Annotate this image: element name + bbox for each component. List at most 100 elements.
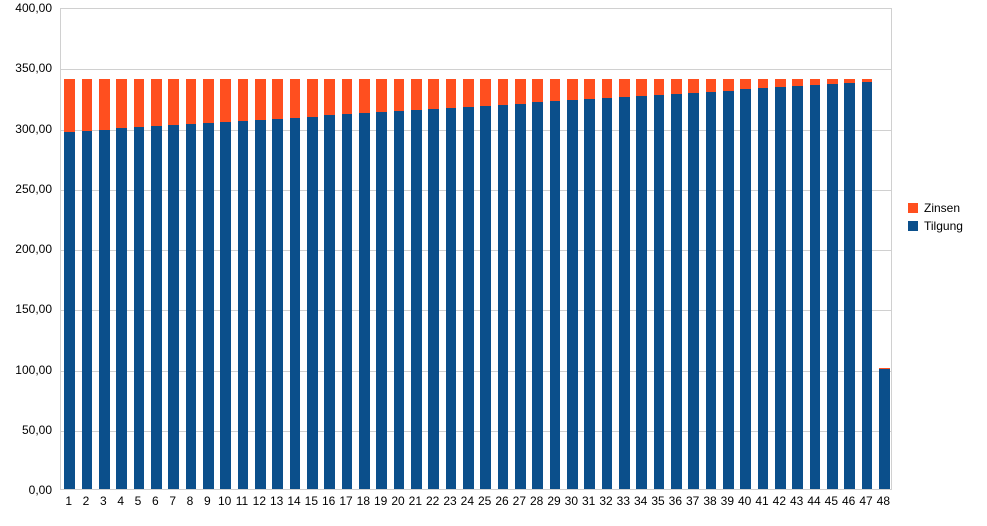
bar-segment-zinsen — [359, 79, 370, 114]
x-tick-label: 4 — [117, 494, 124, 508]
bar-segment-tilgung — [255, 120, 266, 489]
x-tick-label: 12 — [253, 494, 266, 508]
bar-segment-zinsen — [82, 79, 93, 131]
bar-segment-zinsen — [480, 79, 491, 106]
bar-segment-zinsen — [567, 79, 578, 101]
bar-segment-tilgung — [671, 94, 682, 489]
x-tick-label: 22 — [426, 494, 439, 508]
bar-segment-zinsen — [186, 79, 197, 124]
bar-segment-zinsen — [99, 79, 110, 130]
x-tick-label: 48 — [877, 494, 890, 508]
bar-segment-zinsen — [758, 79, 769, 89]
x-tick-label: 26 — [495, 494, 508, 508]
bar-segment-tilgung — [411, 110, 422, 489]
x-tick-label: 20 — [391, 494, 404, 508]
bar-segment-zinsen — [394, 79, 405, 111]
legend-swatch-icon — [908, 221, 918, 231]
bar-segment-tilgung — [654, 95, 665, 489]
x-tick-label: 42 — [773, 494, 786, 508]
x-tick-label: 10 — [218, 494, 231, 508]
x-tick-label: 38 — [703, 494, 716, 508]
x-tick-label: 39 — [721, 494, 734, 508]
bar-segment-zinsen — [463, 79, 474, 107]
y-tick-label: 0,00 — [0, 483, 52, 497]
x-tick-label: 47 — [859, 494, 872, 508]
x-tick-label: 40 — [738, 494, 751, 508]
bar-segment-zinsen — [792, 79, 803, 86]
x-tick-label: 7 — [169, 494, 176, 508]
x-tick-label: 18 — [357, 494, 370, 508]
bar-segment-zinsen — [446, 79, 457, 108]
y-tick-label: 350,00 — [0, 61, 52, 75]
bar-segment-tilgung — [775, 87, 786, 489]
bar-segment-zinsen — [411, 79, 422, 110]
y-tick-label: 150,00 — [0, 302, 52, 316]
bar-segment-zinsen — [654, 79, 665, 95]
x-tick-label: 27 — [513, 494, 526, 508]
bar-segment-zinsen — [619, 79, 630, 97]
x-tick-label: 13 — [270, 494, 283, 508]
bar-segment-zinsen — [844, 79, 855, 83]
bar-segment-tilgung — [480, 106, 491, 489]
x-tick-label: 45 — [825, 494, 838, 508]
bar-segment-zinsen — [498, 79, 509, 105]
y-tick-label: 250,00 — [0, 182, 52, 196]
x-tick-label: 14 — [287, 494, 300, 508]
x-tick-label: 21 — [409, 494, 422, 508]
bar-segment-zinsen — [532, 79, 543, 103]
bar-segment-zinsen — [671, 79, 682, 94]
bar-segment-zinsen — [168, 79, 179, 126]
bar-segment-tilgung — [636, 96, 647, 489]
x-tick-label: 8 — [187, 494, 194, 508]
bar-segment-tilgung — [844, 83, 855, 489]
bar-segment-tilgung — [359, 113, 370, 489]
bar-segment-tilgung — [723, 91, 734, 489]
x-tick-label: 19 — [374, 494, 387, 508]
bar-segment-tilgung — [186, 124, 197, 489]
bar-segment-tilgung — [342, 114, 353, 489]
bar-segment-tilgung — [168, 125, 179, 489]
x-tick-label: 33 — [617, 494, 630, 508]
bar-segment-tilgung — [376, 112, 387, 489]
bar-segment-zinsen — [220, 79, 231, 122]
bar-segment-tilgung — [706, 92, 717, 489]
bar-segment-zinsen — [116, 79, 127, 129]
bar-segment-zinsen — [775, 79, 786, 88]
chart-container: 0,0050,00100,00150,00200,00250,00300,003… — [0, 0, 987, 526]
bar-segment-tilgung — [584, 99, 595, 489]
x-tick-label: 3 — [100, 494, 107, 508]
bar-segment-zinsen — [827, 79, 838, 84]
bar-segment-zinsen — [238, 79, 249, 121]
bar-segment-zinsen — [515, 79, 526, 104]
bar-segment-zinsen — [810, 79, 821, 85]
x-tick-label: 11 — [236, 494, 248, 508]
bar-segment-zinsen — [688, 79, 699, 93]
bar-segment-tilgung — [151, 126, 162, 489]
bar-segment-tilgung — [688, 93, 699, 489]
x-tick-label: 46 — [842, 494, 855, 508]
legend-label: Tilgung — [924, 218, 963, 234]
bar-segment-zinsen — [255, 79, 266, 120]
bar-segment-tilgung — [446, 108, 457, 489]
x-tick-label: 17 — [339, 494, 352, 508]
bar-segment-zinsen — [636, 79, 647, 96]
bar-segment-zinsen — [290, 79, 301, 118]
legend-item-zinsen: Zinsen — [908, 200, 963, 216]
bar-segment-tilgung — [758, 88, 769, 489]
bar-segment-tilgung — [238, 121, 249, 489]
bar-segment-zinsen — [272, 79, 283, 119]
y-tick-label: 300,00 — [0, 122, 52, 136]
bar-segment-tilgung — [827, 84, 838, 489]
bar-segment-tilgung — [567, 100, 578, 489]
bar-segment-zinsen — [64, 79, 75, 132]
bar-segment-tilgung — [428, 109, 439, 489]
bar-segment-tilgung — [290, 118, 301, 489]
x-tick-label: 1 — [65, 494, 72, 508]
bar-segment-tilgung — [64, 132, 75, 489]
x-tick-label: 23 — [443, 494, 456, 508]
legend-item-tilgung: Tilgung — [908, 218, 963, 234]
legend-swatch-icon — [908, 203, 918, 213]
x-tick-label: 24 — [461, 494, 474, 508]
bar-segment-tilgung — [220, 122, 231, 489]
bar-segment-tilgung — [515, 104, 526, 489]
